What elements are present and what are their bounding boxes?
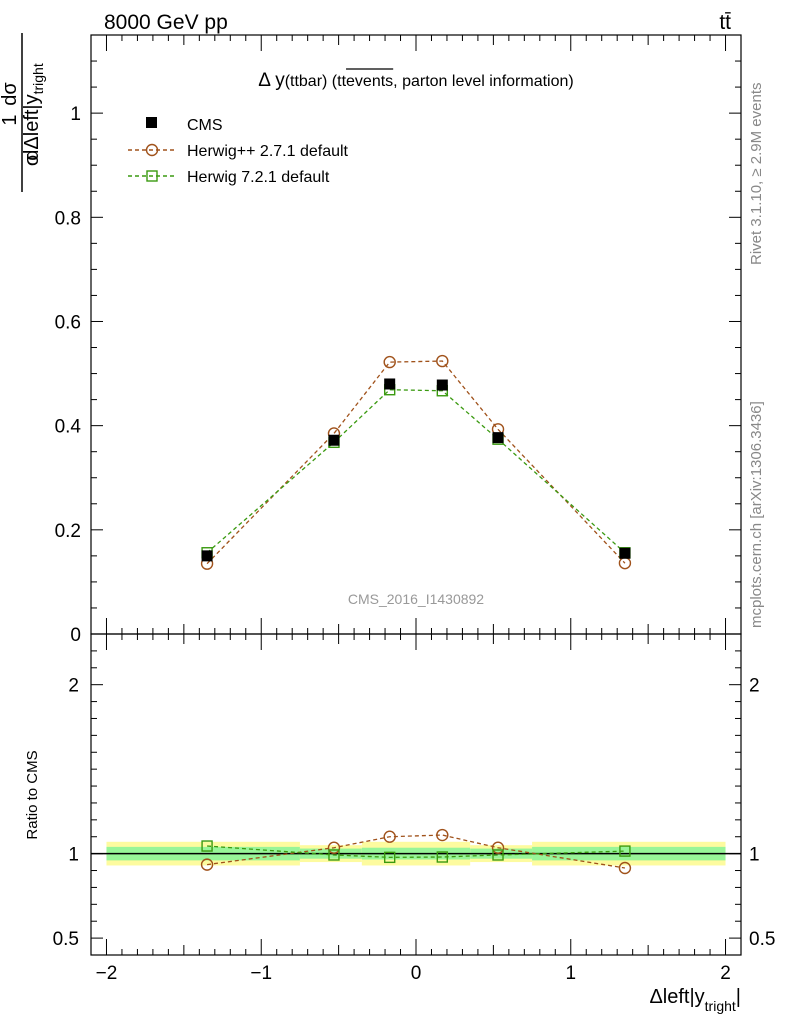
main-axis-ticks bbox=[91, 35, 741, 635]
legend-cms-marker bbox=[146, 117, 157, 128]
legend-herwigpp-marker bbox=[145, 143, 159, 157]
main-y-tick-label: 0.6 bbox=[55, 312, 81, 333]
main-y-tick-label: 0.4 bbox=[55, 417, 82, 438]
x-tick-label: 0 bbox=[411, 963, 422, 984]
x-tick-labels: −2 −1 0 1 2 bbox=[96, 963, 731, 984]
ratio-y-tick-label: 0.5 bbox=[53, 929, 79, 950]
ratio-y-tick-label-right: 2 bbox=[749, 676, 760, 697]
legend-herwig7-marker bbox=[146, 170, 158, 182]
x-tick-label: 1 bbox=[565, 963, 576, 984]
ratio-point-1 bbox=[328, 849, 340, 861]
main-y-tick-labels: 0 0.2 0.4 0.6 0.8 1 bbox=[55, 104, 82, 646]
beam-label: 8000 GeV pp bbox=[104, 11, 228, 34]
ratio-point-0 bbox=[436, 828, 449, 842]
ratio-point-1 bbox=[619, 845, 631, 857]
ratio-point-0 bbox=[618, 861, 632, 875]
ratio-point-0 bbox=[200, 858, 214, 871]
y-label-sigma: σ bbox=[21, 153, 43, 166]
plot-title: Δ y(ttbar) (ttevents, parton level infor… bbox=[258, 70, 573, 91]
legend-cms-label: CMS bbox=[187, 117, 223, 134]
legend-herwig7-label: Herwig 7.2.1 default bbox=[187, 169, 330, 186]
process-label: tt̄ bbox=[719, 11, 731, 34]
ratio-frame bbox=[90, 633, 742, 956]
legend: CMS Herwig++ 2.7.1 default Herwig 7.2.1 … bbox=[128, 117, 349, 186]
ratio-y-tick-label-right: 0.5 bbox=[749, 929, 775, 950]
ratio-y-tick-labels: 0.5 0.5 1 1 2 2 bbox=[53, 676, 776, 950]
main-point-0 bbox=[619, 547, 631, 559]
ratio-y-tick-label-right: 1 bbox=[749, 845, 760, 866]
x-tick-label: −1 bbox=[250, 963, 272, 984]
main-point-1 bbox=[383, 355, 396, 369]
ratio-series-line-1 bbox=[207, 845, 625, 858]
main-series-group bbox=[200, 354, 632, 570]
main-y-tick-label: 0.8 bbox=[55, 208, 81, 229]
main-point-0 bbox=[328, 434, 340, 446]
plot-title-overlined: events, bbox=[346, 73, 398, 90]
main-point-0 bbox=[492, 432, 504, 444]
ratio-y-axis-label: Ratio to CMS bbox=[24, 750, 41, 839]
plot-title-delta-y: Δ y bbox=[258, 70, 285, 91]
legend-herwigpp-label: Herwig++ 2.7.1 default bbox=[187, 143, 349, 160]
main-series-line-2 bbox=[206, 389, 626, 554]
ratio-point-0 bbox=[327, 841, 341, 854]
source-url-label: mcplots.cern.ch [arXiv:1306.3436] bbox=[748, 401, 765, 628]
y-label-denominator: dΔleft|ytright bbox=[21, 63, 46, 161]
main-y-tick-label: 1 bbox=[70, 104, 81, 125]
ratio-point-0 bbox=[383, 830, 396, 843]
x-tick-label: −2 bbox=[96, 963, 118, 984]
main-y-tick-label: 0.2 bbox=[55, 521, 81, 542]
main-point-1 bbox=[436, 354, 449, 368]
analysis-watermark: CMS_2016_I1430892 bbox=[348, 591, 484, 607]
rivet-version-label: Rivet 3.1.10, ≥ 2.9M events bbox=[748, 83, 765, 266]
ratio-y-tick-label: 2 bbox=[68, 676, 79, 697]
x-axis-label: Δleft|ytright| bbox=[649, 986, 741, 1014]
plot-title-paren: (ttbar) (tt bbox=[285, 73, 347, 90]
y-label-dsigma: dσ bbox=[0, 82, 21, 106]
ratio-series-line-0 bbox=[206, 834, 626, 869]
main-y-axis-label: 1 σ dσ dΔleft|ytright bbox=[0, 33, 46, 192]
main-panel: 0 0.2 0.4 0.6 0.8 1 CMS_2016_I1430892 Δ y(ttb… bbox=[0, 33, 742, 646]
main-series-line-1 bbox=[206, 360, 626, 565]
ratio-point-1 bbox=[492, 849, 504, 861]
ratio-y-tick-label: 1 bbox=[68, 845, 79, 866]
ratio-axis-ticks bbox=[91, 634, 741, 955]
ratio-point-1 bbox=[201, 840, 213, 852]
x-tick-label: 2 bbox=[720, 963, 731, 984]
ratio-series-group bbox=[200, 828, 632, 875]
main-point-0 bbox=[436, 379, 448, 391]
ratio-point-1 bbox=[383, 851, 396, 864]
ratio-point-0 bbox=[491, 841, 505, 854]
main-y-tick-label: 0 bbox=[70, 625, 81, 646]
y-label-one: 1 bbox=[0, 114, 21, 125]
plot-title-rest: parton level information) bbox=[398, 73, 574, 90]
ratio-panel: 0.5 0.5 1 1 2 2 −2 −1 0 1 2 Ratio to CMS Δleft|yt… bbox=[24, 633, 776, 1014]
main-point-0 bbox=[201, 550, 213, 562]
ratio-point-1 bbox=[436, 851, 449, 863]
main-point-0 bbox=[384, 378, 396, 390]
